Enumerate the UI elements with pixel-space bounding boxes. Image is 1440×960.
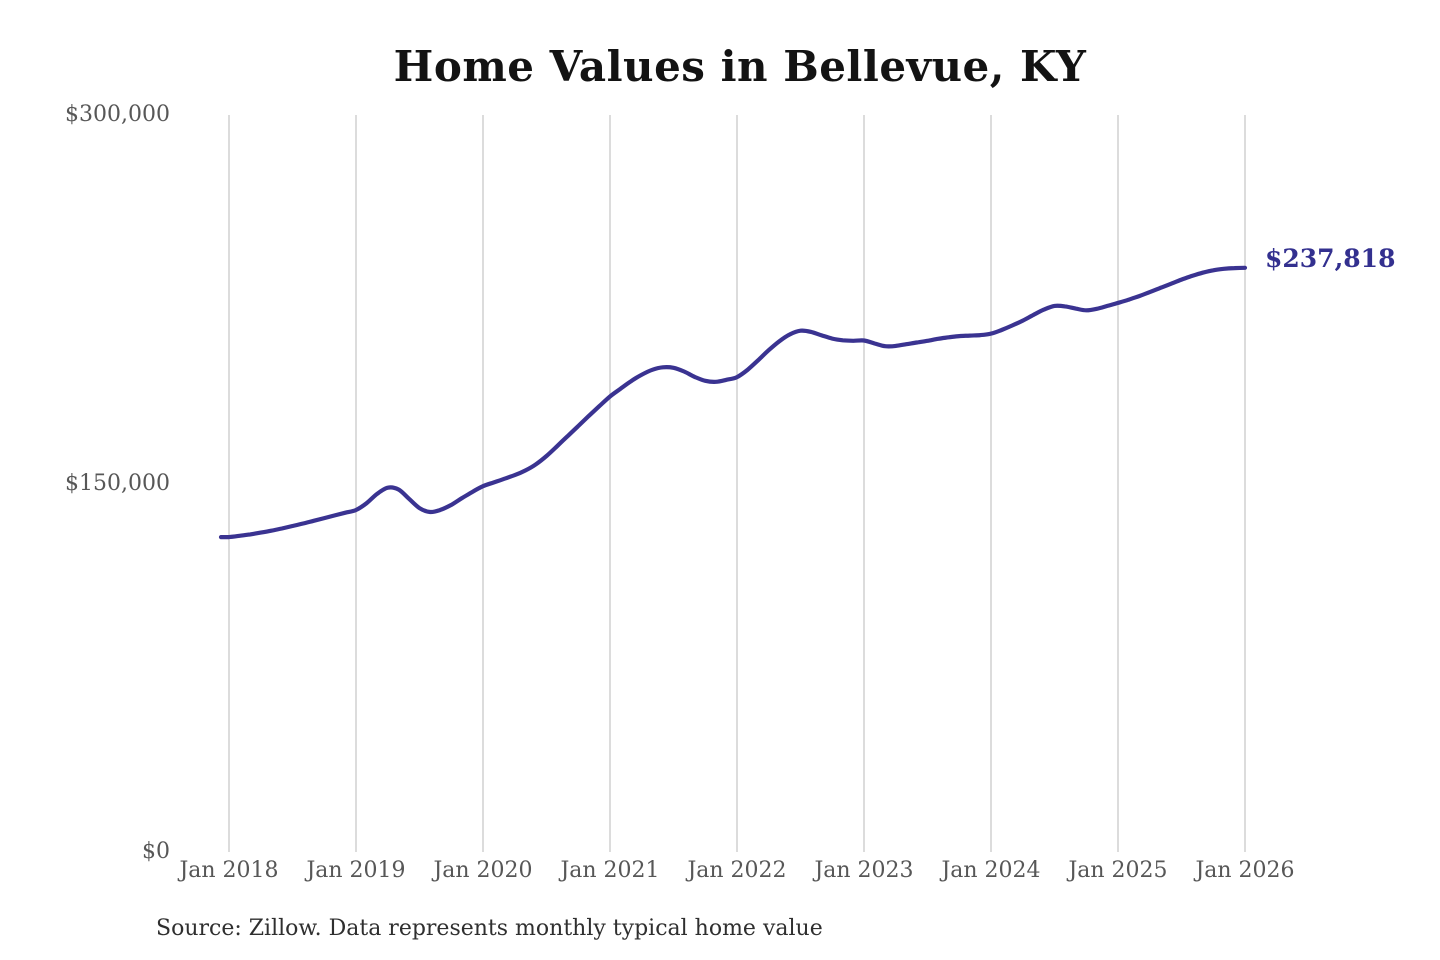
final-value-label: $237,818	[1265, 243, 1396, 273]
y-axis: $0 $150,000 $300,000	[0, 0, 170, 960]
x-tick-label: Jan 2019	[306, 858, 406, 883]
x-tick-label: Jan 2021	[560, 858, 660, 883]
x-tick-label: Jan 2022	[687, 858, 787, 883]
source-note: Source: Zillow. Data represents monthly …	[156, 916, 823, 941]
y-tick-label: $0	[142, 839, 170, 864]
y-tick-label: $300,000	[65, 102, 170, 127]
x-tick-label: Jan 2025	[1068, 858, 1168, 883]
x-tick-label: Jan 2018	[179, 858, 279, 883]
x-tick-label: Jan 2023	[814, 858, 914, 883]
chart-title: Home Values in Bellevue, KY	[393, 42, 1087, 91]
home-value-line	[218, 265, 1248, 540]
x-tick-label: Jan 2020	[433, 858, 533, 883]
y-tick-label: $150,000	[65, 470, 170, 496]
x-tick-label: Jan 2026	[1195, 858, 1295, 883]
x-axis: Jan 2018 Jan 2019 Jan 2020 Jan 2021 Jan 2022…	[0, 857, 1440, 887]
x-tick-label: Jan 2024	[941, 858, 1041, 883]
